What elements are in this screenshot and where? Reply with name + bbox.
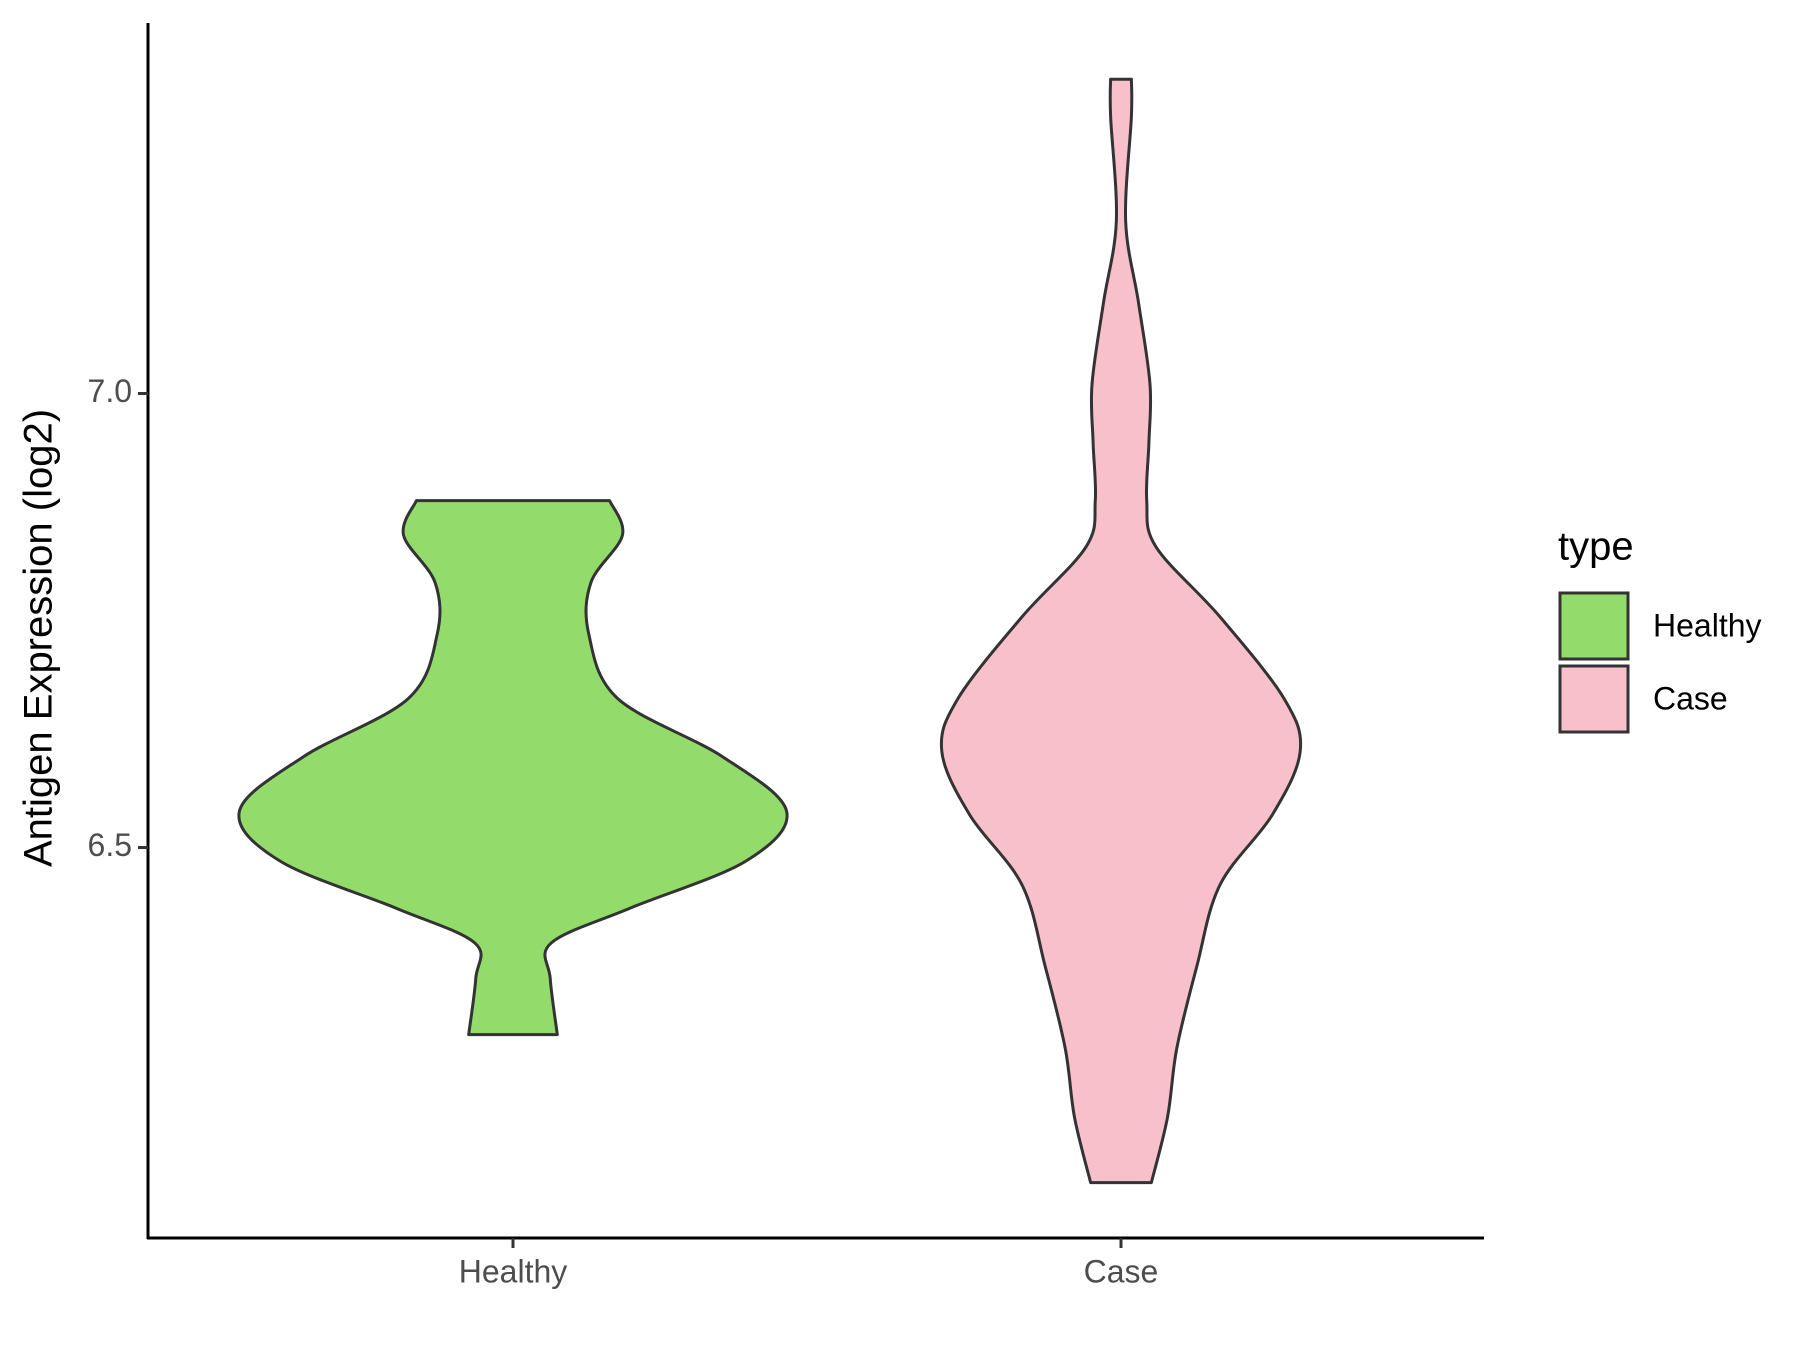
legend-key [1558,591,1630,661]
legend-label: Healthy [1653,607,1762,643]
y-axis-title: Antigen Expression (log2) [17,409,61,867]
legend-label: Case [1653,680,1728,716]
legend-title: type [1558,525,1634,569]
x-tick-label: Case [1084,1253,1159,1289]
x-tick-label: Healthy [459,1253,568,1289]
violin [939,77,1303,1185]
legend-key [1558,664,1630,734]
y-tick-label: 6.5 [88,827,132,863]
violin [237,499,789,1037]
y-tick-label: 7.0 [88,373,132,409]
